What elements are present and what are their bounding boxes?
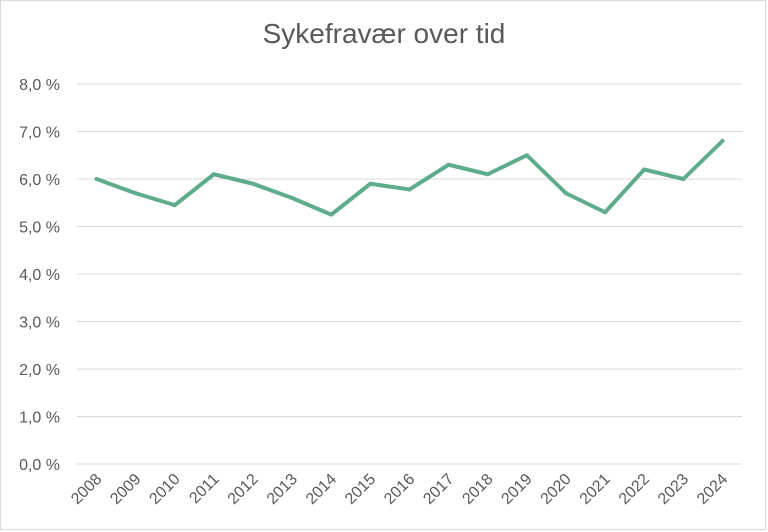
series-line <box>94 139 725 217</box>
x-tick-label: 2014 <box>303 471 340 508</box>
data-point <box>603 210 608 215</box>
x-tick-label: 2023 <box>655 471 692 508</box>
y-axis-ticks: 0,0 % 1,0 % 2,0 % 3,0 % 4,0 % 5,0 % 6,0 % 7,0 %… <box>19 77 60 474</box>
data-point <box>642 167 647 172</box>
x-tick-label: 2022 <box>616 471 653 508</box>
y-tick-label: 3,0 % <box>19 315 60 332</box>
y-tick-label: 2,0 % <box>19 362 60 379</box>
gridlines <box>77 83 742 465</box>
x-tick-label: 2012 <box>225 471 262 508</box>
x-tick-label: 2021 <box>577 471 614 508</box>
chart-title: Sykefravær over tid <box>262 18 506 49</box>
data-point <box>446 162 451 167</box>
data-point <box>94 177 99 181</box>
x-tick-label: 2013 <box>264 471 301 508</box>
x-axis-ticks: 2008 2009 2010 2011 2012 2013 2014 2015 2016 2017… <box>68 471 731 508</box>
data-point <box>290 196 295 200</box>
x-tick-label: 2018 <box>459 471 496 508</box>
data-point <box>524 153 529 158</box>
data-point <box>563 191 568 196</box>
x-tick-label: 2017 <box>420 471 457 508</box>
data-point <box>133 191 138 196</box>
data-point <box>681 177 686 181</box>
data-point <box>329 212 334 217</box>
x-tick-label: 2011 <box>186 471 222 507</box>
data-point <box>368 181 373 186</box>
x-tick-label: 2010 <box>146 471 183 508</box>
data-point <box>211 172 216 177</box>
data-point <box>172 203 177 208</box>
x-tick-label: 2024 <box>694 471 731 508</box>
data-point <box>485 172 490 177</box>
data-point <box>251 181 256 186</box>
x-tick-label: 2008 <box>68 471 105 508</box>
y-tick-label: 5,0 % <box>19 220 60 237</box>
data-point <box>407 187 412 192</box>
y-tick-label: 1,0 % <box>19 410 60 427</box>
y-tick-label: 4,0 % <box>19 267 60 284</box>
x-tick-label: 2020 <box>538 471 575 508</box>
x-tick-label: 2015 <box>342 471 379 508</box>
x-tick-label: 2016 <box>381 471 418 508</box>
y-tick-label: 8,0 % <box>19 77 60 94</box>
y-tick-label: 0,0 % <box>19 457 60 474</box>
y-tick-label: 6,0 % <box>19 172 60 189</box>
data-point <box>720 139 725 143</box>
x-tick-label: 2019 <box>498 471 535 508</box>
x-tick-label: 2009 <box>107 471 144 508</box>
series-layer <box>94 139 725 217</box>
y-tick-label: 7,0 % <box>19 125 60 142</box>
